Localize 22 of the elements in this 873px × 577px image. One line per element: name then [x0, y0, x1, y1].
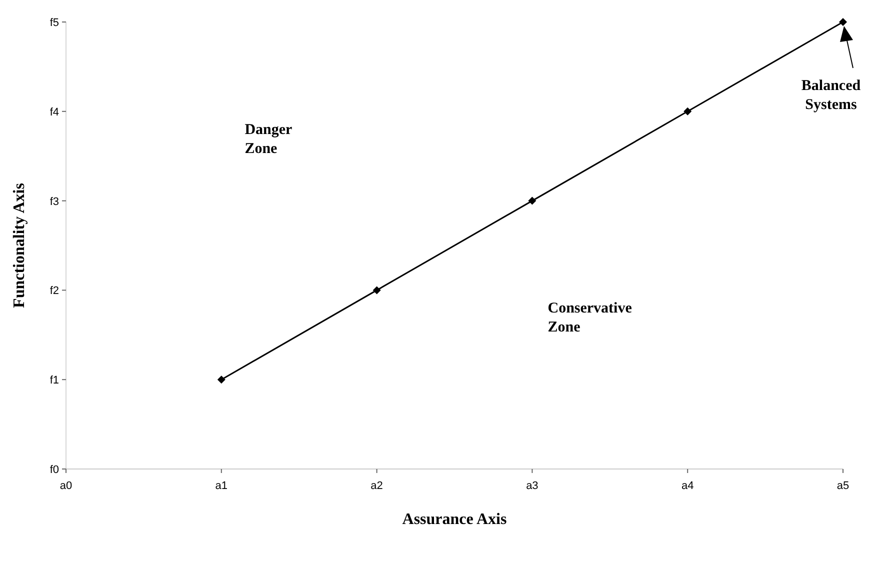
y-axis-title: Functionality Axis [11, 183, 28, 308]
point [372, 286, 381, 294]
x-axis-title: Assurance Axis [402, 511, 507, 528]
text: f0 [50, 464, 59, 476]
point [528, 196, 536, 205]
point [217, 376, 226, 384]
annotation: Balanced Systems [801, 78, 862, 113]
x-tick-label: a1 [215, 480, 228, 492]
point [839, 18, 847, 26]
x-tick-label: a5 [836, 480, 850, 492]
text: f5 [50, 17, 59, 29]
text: f2 [50, 285, 59, 298]
point [684, 107, 692, 116]
text: f3 [50, 196, 59, 208]
x-tick-label: a4 [681, 480, 694, 492]
x-tick-label: a2 [370, 480, 383, 492]
annotation: Danger Zone [244, 122, 293, 157]
x-tick-label: a3 [526, 480, 538, 492]
annotation: Conservative Zone [548, 300, 632, 336]
x-tick-label: a0 [60, 480, 72, 492]
text: f4 [50, 106, 59, 118]
text: f1 [50, 374, 59, 387]
